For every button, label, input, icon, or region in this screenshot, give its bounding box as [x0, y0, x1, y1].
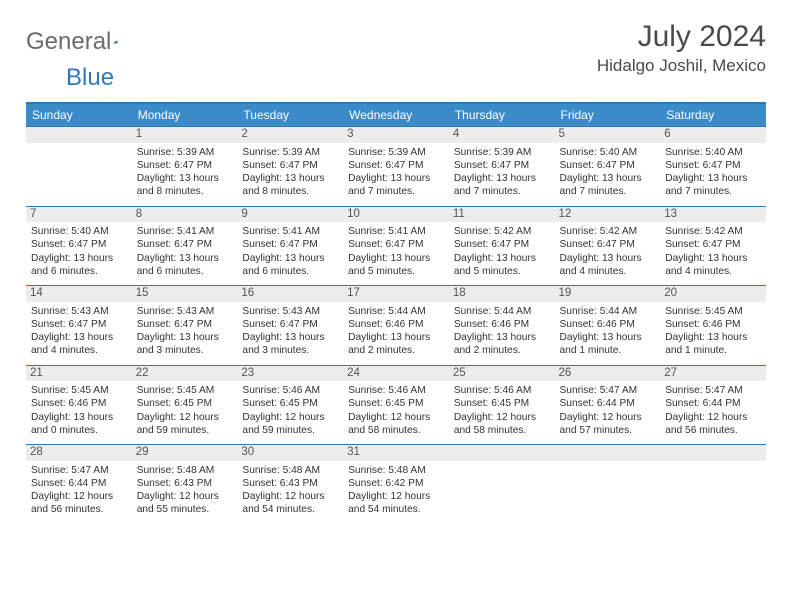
day-cell: Sunrise: 5:46 AMSunset: 6:45 PMDaylight:…: [237, 381, 343, 445]
day-number: 31: [343, 445, 449, 461]
day-cell: Sunrise: 5:46 AMSunset: 6:45 PMDaylight:…: [343, 381, 449, 445]
day-cell: Sunrise: 5:41 AMSunset: 6:47 PMDaylight:…: [132, 222, 238, 286]
day-cell: Sunrise: 5:45 AMSunset: 6:45 PMDaylight:…: [132, 381, 238, 445]
day-cell: Sunrise: 5:43 AMSunset: 6:47 PMDaylight:…: [132, 302, 238, 366]
day-header: Wednesday: [343, 103, 449, 127]
day-cell: Sunrise: 5:44 AMSunset: 6:46 PMDaylight:…: [343, 302, 449, 366]
day-header: Tuesday: [237, 103, 343, 127]
day-cell: Sunrise: 5:39 AMSunset: 6:47 PMDaylight:…: [237, 143, 343, 207]
day-number: 10: [343, 206, 449, 222]
day-cell: Sunrise: 5:43 AMSunset: 6:47 PMDaylight:…: [237, 302, 343, 366]
day-number: 30: [237, 445, 343, 461]
day-cell: Sunrise: 5:47 AMSunset: 6:44 PMDaylight:…: [26, 461, 132, 524]
day-number: 17: [343, 286, 449, 302]
day-number: 27: [660, 365, 766, 381]
day-number: 16: [237, 286, 343, 302]
day-number: [449, 445, 555, 461]
day-number: 1: [132, 127, 238, 143]
day-cell: Sunrise: 5:47 AMSunset: 6:44 PMDaylight:…: [555, 381, 661, 445]
location: Hidalgo Joshil, Mexico: [597, 56, 766, 76]
day-number: 6: [660, 127, 766, 143]
day-number: 19: [555, 286, 661, 302]
day-cell: Sunrise: 5:41 AMSunset: 6:47 PMDaylight:…: [343, 222, 449, 286]
day-number: 12: [555, 206, 661, 222]
day-cell: [660, 461, 766, 524]
day-header: Sunday: [26, 103, 132, 127]
day-number: 3: [343, 127, 449, 143]
day-cell: [449, 461, 555, 524]
day-number: [26, 127, 132, 143]
day-header: Thursday: [449, 103, 555, 127]
day-cell: Sunrise: 5:40 AMSunset: 6:47 PMDaylight:…: [26, 222, 132, 286]
day-cell: Sunrise: 5:48 AMSunset: 6:43 PMDaylight:…: [132, 461, 238, 524]
logo: General: [26, 28, 139, 56]
day-number: 5: [555, 127, 661, 143]
day-cell: Sunrise: 5:47 AMSunset: 6:44 PMDaylight:…: [660, 381, 766, 445]
day-cell: Sunrise: 5:40 AMSunset: 6:47 PMDaylight:…: [660, 143, 766, 207]
day-cell: Sunrise: 5:48 AMSunset: 6:42 PMDaylight:…: [343, 461, 449, 524]
calendar-table: SundayMondayTuesdayWednesdayThursdayFrid…: [26, 102, 766, 524]
day-number: 20: [660, 286, 766, 302]
logo-word2: Blue: [66, 64, 114, 91]
day-number: 21: [26, 365, 132, 381]
day-number: 15: [132, 286, 238, 302]
day-number: 9: [237, 206, 343, 222]
day-header: Saturday: [660, 103, 766, 127]
day-cell: Sunrise: 5:39 AMSunset: 6:47 PMDaylight:…: [449, 143, 555, 207]
day-number: 25: [449, 365, 555, 381]
day-cell: Sunrise: 5:44 AMSunset: 6:46 PMDaylight:…: [555, 302, 661, 366]
day-number: 11: [449, 206, 555, 222]
day-cell: Sunrise: 5:42 AMSunset: 6:47 PMDaylight:…: [449, 222, 555, 286]
day-cell: Sunrise: 5:40 AMSunset: 6:47 PMDaylight:…: [555, 143, 661, 207]
day-number: 4: [449, 127, 555, 143]
logo-triangle-icon: [113, 33, 118, 51]
day-number: 14: [26, 286, 132, 302]
day-cell: Sunrise: 5:48 AMSunset: 6:43 PMDaylight:…: [237, 461, 343, 524]
day-cell: Sunrise: 5:39 AMSunset: 6:47 PMDaylight:…: [132, 143, 238, 207]
logo-word1: General: [26, 28, 111, 56]
day-number: [660, 445, 766, 461]
day-number: 24: [343, 365, 449, 381]
day-cell: [555, 461, 661, 524]
day-header: Monday: [132, 103, 238, 127]
day-number: 22: [132, 365, 238, 381]
day-number: 23: [237, 365, 343, 381]
day-number: 2: [237, 127, 343, 143]
day-number: 7: [26, 206, 132, 222]
day-number: 29: [132, 445, 238, 461]
day-number: 28: [26, 445, 132, 461]
day-number: 13: [660, 206, 766, 222]
day-cell: Sunrise: 5:42 AMSunset: 6:47 PMDaylight:…: [555, 222, 661, 286]
day-cell: Sunrise: 5:43 AMSunset: 6:47 PMDaylight:…: [26, 302, 132, 366]
day-number: [555, 445, 661, 461]
day-cell: Sunrise: 5:46 AMSunset: 6:45 PMDaylight:…: [449, 381, 555, 445]
day-cell: Sunrise: 5:44 AMSunset: 6:46 PMDaylight:…: [449, 302, 555, 366]
day-cell: Sunrise: 5:39 AMSunset: 6:47 PMDaylight:…: [343, 143, 449, 207]
day-header: Friday: [555, 103, 661, 127]
day-number: 26: [555, 365, 661, 381]
day-cell: [26, 143, 132, 207]
month-title: July 2024: [597, 20, 766, 54]
day-cell: Sunrise: 5:45 AMSunset: 6:46 PMDaylight:…: [660, 302, 766, 366]
day-cell: Sunrise: 5:41 AMSunset: 6:47 PMDaylight:…: [237, 222, 343, 286]
day-cell: Sunrise: 5:45 AMSunset: 6:46 PMDaylight:…: [26, 381, 132, 445]
day-cell: Sunrise: 5:42 AMSunset: 6:47 PMDaylight:…: [660, 222, 766, 286]
day-number: 8: [132, 206, 238, 222]
day-number: 18: [449, 286, 555, 302]
